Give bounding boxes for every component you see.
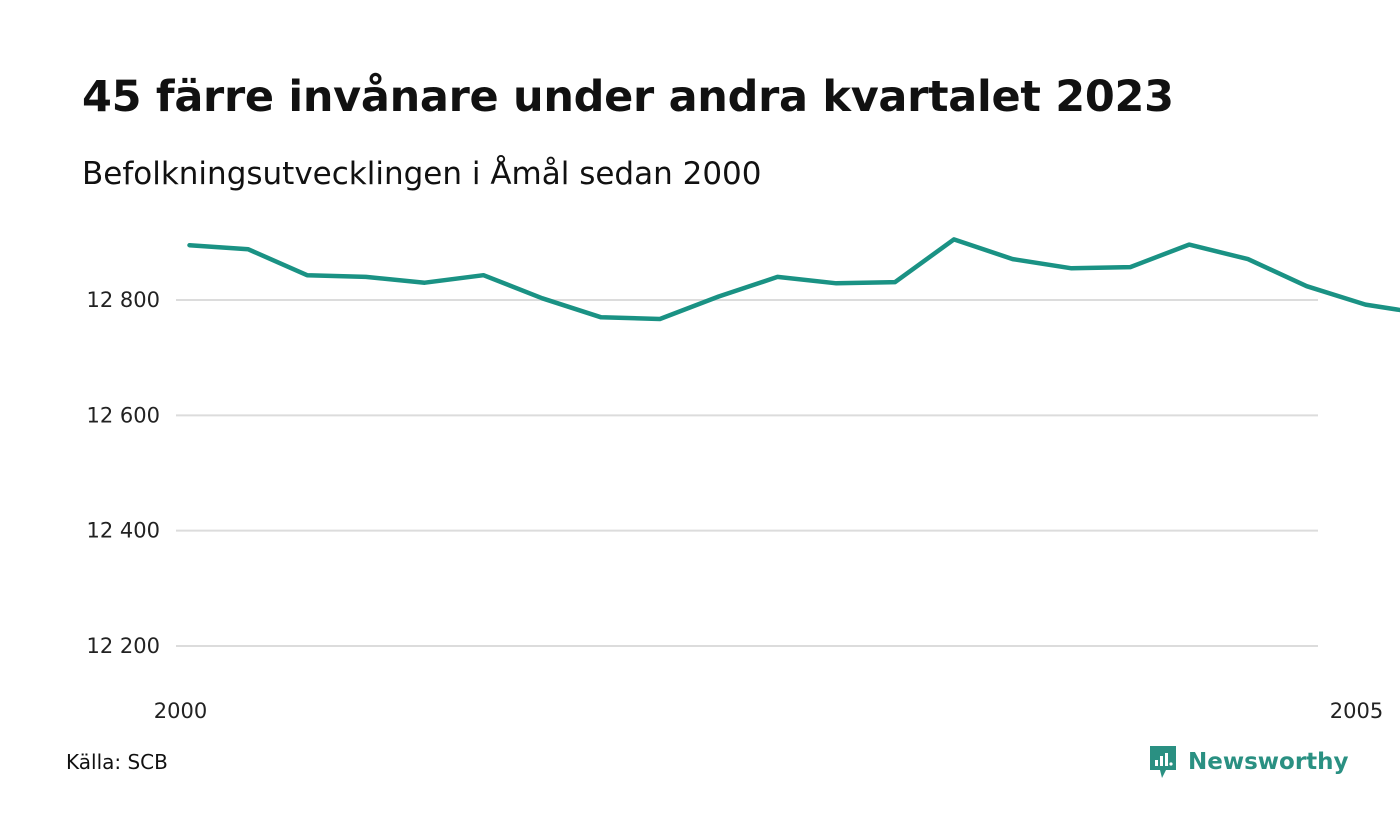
grid-lines <box>176 299 1318 647</box>
chart-title: 45 färre invånare under andra kvartalet … <box>82 72 1174 122</box>
source-note: Källa: SCB <box>66 750 168 774</box>
x-tick-label: 2000 <box>154 699 207 723</box>
y-tick-label: 12 400 <box>87 519 160 543</box>
series-line <box>187 237 1400 322</box>
x-axis: 20002005201020152020 <box>154 699 1383 723</box>
newsworthy-logo-icon <box>1150 746 1176 778</box>
y-tick-label: 12 200 <box>87 634 160 658</box>
chart-subtitle: Befolkningsutvecklingen i Åmål sedan 200… <box>82 156 762 192</box>
brand-name: Newsworthy <box>1188 749 1349 775</box>
y-tick-label: 12 800 <box>87 288 160 312</box>
y-axis: 12 200 12 400 12 600 12 800 <box>87 288 160 658</box>
y-tick-label: 12 600 <box>87 403 160 427</box>
brand-logo[interactable]: Newsworthy <box>1148 744 1349 780</box>
x-tick-label: 2005 <box>1330 699 1383 723</box>
series-group <box>187 237 1400 322</box>
